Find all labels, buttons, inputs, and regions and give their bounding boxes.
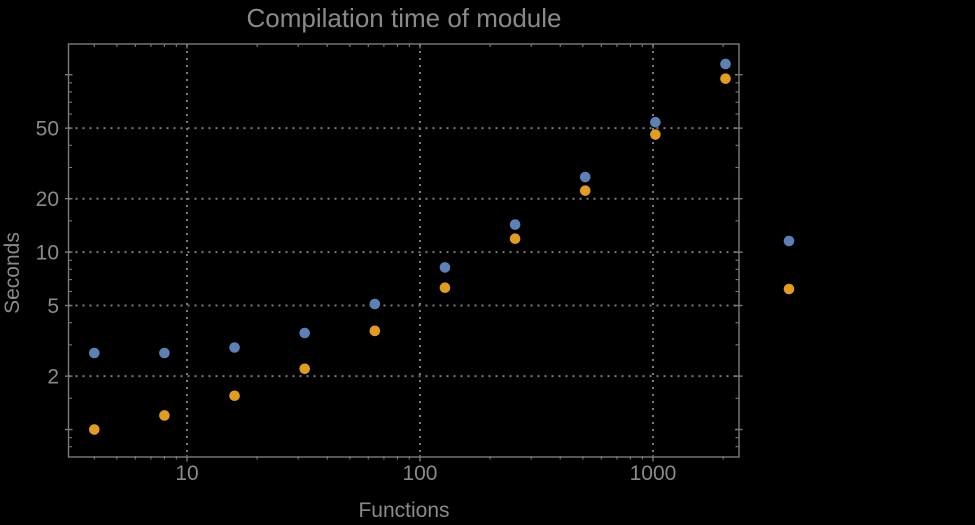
y-tick-label: 2 [47, 366, 59, 389]
data-point-orange-x8 [159, 410, 170, 421]
data-point-blue-x4 [88, 347, 100, 359]
y-tick-label: 20 [36, 188, 59, 211]
data-point-orange-x512 [579, 185, 591, 196]
data-point-blue-x16 [229, 342, 240, 353]
data-point-orange-x256 [509, 233, 521, 245]
data-point-blue-x256 [509, 219, 521, 230]
data-point-blue-x512 [579, 171, 591, 183]
plot-frame [67, 43, 740, 458]
data-point-blue-x64 [369, 298, 381, 310]
x-tick-label: 100 [402, 462, 437, 485]
data-point-orange-x2048 [720, 73, 731, 84]
data-point-blue-x1024 [650, 116, 661, 128]
data-point-orange-x1024 [650, 129, 661, 140]
data-point-blue-x32 [299, 327, 310, 339]
data-point-orange-x32 [299, 363, 310, 375]
legend-marker-blue [783, 235, 795, 247]
y-tick-label: 5 [47, 295, 59, 318]
x-axis-label: Functions [358, 499, 450, 522]
legend-marker-orange [783, 283, 795, 295]
y-tick-label: 10 [36, 242, 59, 265]
x-tick-label: 1000 [630, 462, 677, 485]
data-point-blue-x128 [439, 262, 451, 273]
chart-title: Compilation time of module [246, 3, 562, 33]
x-tick-label: 10 [175, 462, 198, 485]
data-point-orange-x4 [88, 424, 100, 435]
data-point-blue-x8 [159, 347, 170, 359]
data-point-blue-x2048 [720, 58, 731, 70]
data-point-orange-x64 [369, 325, 381, 337]
data-point-orange-x128 [439, 282, 451, 294]
data-point-orange-x16 [229, 390, 240, 402]
y-tick-label: 50 [36, 118, 59, 141]
